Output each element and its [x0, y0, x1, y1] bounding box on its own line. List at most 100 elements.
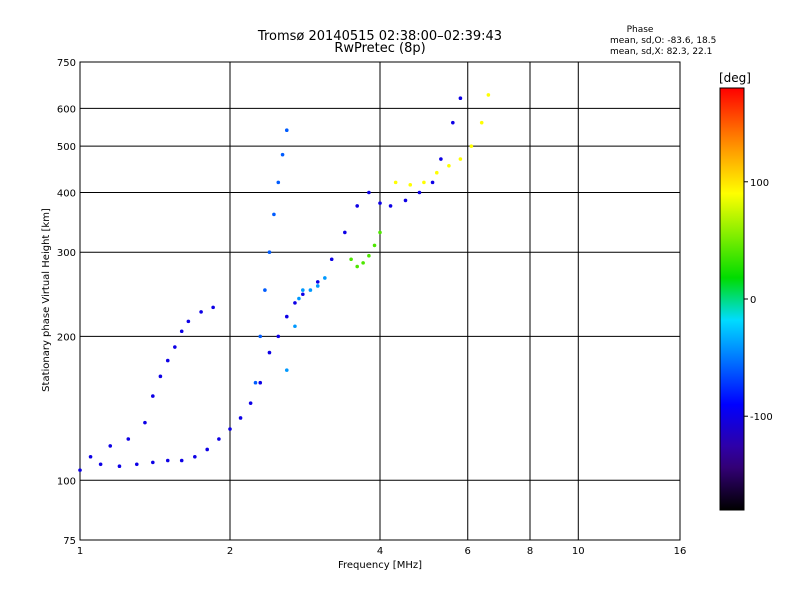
y-tick-label: 200 — [57, 332, 76, 343]
echo-point — [276, 180, 281, 185]
echo-point — [451, 120, 455, 125]
echo-point — [422, 180, 426, 185]
echo-point — [126, 437, 131, 441]
echo-point — [486, 93, 491, 97]
y-tick-label: 100 — [57, 476, 76, 487]
x-tick-label: 4 — [377, 546, 383, 557]
echo-point — [297, 296, 301, 301]
echo-point — [284, 368, 289, 372]
echo-point — [349, 257, 353, 262]
echo-point — [280, 152, 285, 157]
echo-point — [284, 314, 289, 319]
echo-point — [315, 280, 320, 284]
echo-point — [439, 157, 443, 161]
chart-subtitle: RwPretec (8p) — [334, 41, 425, 56]
echo-point — [134, 462, 139, 467]
echo-point — [417, 190, 422, 195]
echo-point — [88, 454, 93, 459]
echo-point — [272, 212, 276, 217]
y-tick-label: 300 — [57, 248, 76, 259]
echo-point — [193, 454, 197, 459]
phase-stats-o: mean, sd,O: -83.6, 18.5 — [610, 36, 716, 46]
echo-point — [199, 310, 203, 314]
echo-point — [165, 358, 170, 363]
axes: 1 2 4 6 8 10 16 75 100 200 300 400 500 600 750 — [57, 58, 686, 557]
echo-point — [267, 350, 272, 355]
echo-point — [315, 284, 320, 288]
x-tick-label: 2 — [227, 546, 233, 557]
echo-point — [179, 329, 184, 334]
echo-point — [173, 345, 177, 349]
colorbar-tick-label: -100 — [750, 412, 773, 423]
echo-point — [165, 458, 170, 463]
echo-point — [263, 288, 267, 292]
phase-stats-heading: Phase — [627, 25, 654, 35]
echo-point — [367, 190, 371, 195]
echo-point — [293, 301, 297, 305]
colorbar-scale — [719, 87, 745, 511]
echo-point — [98, 462, 103, 467]
echo-point — [323, 276, 327, 280]
chart-title: Tromsø 20140515 02:38:00–02:39:43 — [257, 29, 502, 44]
phase-colorbar: 100 0 -100 — [719, 87, 773, 511]
echo-point — [205, 447, 209, 452]
echo-point — [343, 230, 347, 235]
x-tick-label: 8 — [527, 546, 533, 557]
echo-point — [78, 468, 82, 472]
echo-point — [293, 324, 297, 329]
echo-point — [258, 334, 263, 339]
echo-point — [434, 170, 439, 175]
echo-point — [372, 243, 377, 248]
colorbar-tick-label: 100 — [750, 178, 769, 189]
x-tick-label: 1 — [77, 546, 83, 557]
grid-lines — [80, 62, 680, 540]
echo-point — [458, 157, 463, 161]
echo-point — [430, 180, 435, 185]
echo-point — [248, 401, 253, 405]
echo-point — [284, 128, 289, 132]
echo-point — [301, 292, 305, 297]
phase-stats-x: mean, sd,X: 82.3, 22.1 — [610, 47, 712, 57]
echo-point — [403, 198, 408, 203]
echo-point — [151, 394, 155, 398]
echo-point — [217, 437, 221, 441]
y-tick-label: 75 — [63, 536, 76, 547]
x-tick-label: 6 — [465, 546, 471, 557]
x-tick-label: 10 — [572, 546, 585, 557]
echo-point — [228, 427, 232, 431]
echo-point — [151, 460, 155, 465]
echo-point — [117, 464, 122, 469]
colorbar-tick-label: 0 — [750, 295, 756, 306]
echo-point — [355, 264, 359, 269]
echo-point — [258, 380, 263, 385]
echo-point — [253, 380, 258, 385]
y-tick-label: 500 — [57, 142, 76, 153]
echo-point — [186, 319, 191, 324]
x-axis-label: Frequency [MHz] — [338, 560, 422, 571]
echo-point — [308, 288, 313, 292]
echo-point — [238, 416, 243, 420]
y-tick-label: 750 — [57, 58, 76, 69]
echo-point — [276, 334, 281, 339]
echo-point — [458, 96, 463, 100]
echo-point — [408, 183, 413, 187]
y-axis-label: Stationary phase Virtual Height [km] — [41, 208, 52, 392]
echo-point — [179, 458, 184, 463]
colorbar-label: [deg] — [719, 71, 751, 85]
echo-point — [479, 120, 484, 125]
x-tick-label: 16 — [674, 546, 687, 557]
echo-point — [393, 180, 398, 185]
echo-point — [267, 250, 272, 255]
echo-point — [329, 257, 334, 262]
echo-point — [361, 261, 365, 265]
echo-point — [355, 204, 359, 208]
echo-point — [447, 163, 451, 168]
echo-point — [158, 374, 163, 379]
echo-point — [378, 230, 382, 235]
echo-point — [211, 305, 215, 310]
echo-point — [378, 201, 382, 205]
echo-points — [78, 93, 491, 472]
echo-point — [301, 288, 305, 292]
echo-point — [108, 444, 113, 448]
